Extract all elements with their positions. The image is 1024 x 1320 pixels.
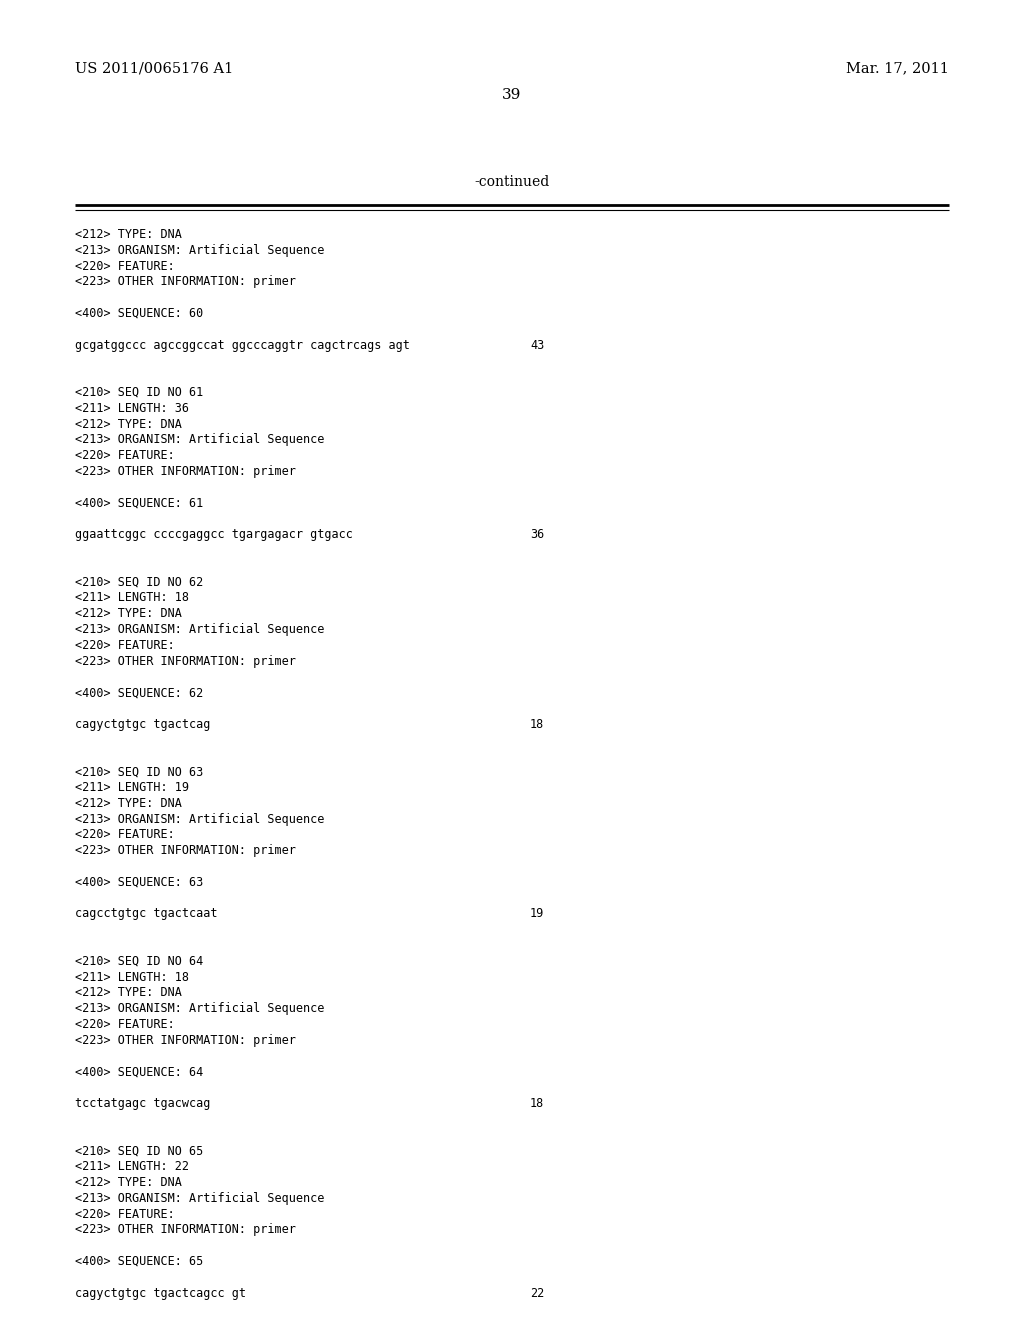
Text: gcgatggccc agccggccat ggcccaggtr cagctrcags agt: gcgatggccc agccggccat ggcccaggtr cagctrc… bbox=[75, 339, 410, 351]
Text: <213> ORGANISM: Artificial Sequence: <213> ORGANISM: Artificial Sequence bbox=[75, 813, 325, 825]
Text: <213> ORGANISM: Artificial Sequence: <213> ORGANISM: Artificial Sequence bbox=[75, 433, 325, 446]
Text: <210> SEQ ID NO 62: <210> SEQ ID NO 62 bbox=[75, 576, 203, 589]
Text: Mar. 17, 2011: Mar. 17, 2011 bbox=[846, 61, 949, 75]
Text: cagcctgtgc tgactcaat: cagcctgtgc tgactcaat bbox=[75, 907, 217, 920]
Text: <210> SEQ ID NO 65: <210> SEQ ID NO 65 bbox=[75, 1144, 203, 1158]
Text: 19: 19 bbox=[530, 907, 544, 920]
Text: <210> SEQ ID NO 61: <210> SEQ ID NO 61 bbox=[75, 385, 203, 399]
Text: <220> FEATURE:: <220> FEATURE: bbox=[75, 260, 175, 273]
Text: <212> TYPE: DNA: <212> TYPE: DNA bbox=[75, 1176, 182, 1189]
Text: <213> ORGANISM: Artificial Sequence: <213> ORGANISM: Artificial Sequence bbox=[75, 1002, 325, 1015]
Text: cagyctgtgc tgactcagcc gt: cagyctgtgc tgactcagcc gt bbox=[75, 1287, 246, 1300]
Text: <220> FEATURE:: <220> FEATURE: bbox=[75, 449, 175, 462]
Text: <211> LENGTH: 36: <211> LENGTH: 36 bbox=[75, 401, 189, 414]
Text: <212> TYPE: DNA: <212> TYPE: DNA bbox=[75, 228, 182, 242]
Text: ggaattcggc ccccgaggcc tgargagacr gtgacc: ggaattcggc ccccgaggcc tgargagacr gtgacc bbox=[75, 528, 353, 541]
Text: <212> TYPE: DNA: <212> TYPE: DNA bbox=[75, 797, 182, 809]
Text: <213> ORGANISM: Artificial Sequence: <213> ORGANISM: Artificial Sequence bbox=[75, 244, 325, 257]
Text: <223> OTHER INFORMATION: primer: <223> OTHER INFORMATION: primer bbox=[75, 1034, 296, 1047]
Text: <223> OTHER INFORMATION: primer: <223> OTHER INFORMATION: primer bbox=[75, 465, 296, 478]
Text: <212> TYPE: DNA: <212> TYPE: DNA bbox=[75, 986, 182, 999]
Text: 36: 36 bbox=[530, 528, 544, 541]
Text: <210> SEQ ID NO 64: <210> SEQ ID NO 64 bbox=[75, 954, 203, 968]
Text: tcctatgagc tgacwcag: tcctatgagc tgacwcag bbox=[75, 1097, 210, 1110]
Text: <220> FEATURE:: <220> FEATURE: bbox=[75, 829, 175, 841]
Text: US 2011/0065176 A1: US 2011/0065176 A1 bbox=[75, 61, 233, 75]
Text: 18: 18 bbox=[530, 718, 544, 731]
Text: <220> FEATURE:: <220> FEATURE: bbox=[75, 639, 175, 652]
Text: <400> SEQUENCE: 62: <400> SEQUENCE: 62 bbox=[75, 686, 203, 700]
Text: <400> SEQUENCE: 63: <400> SEQUENCE: 63 bbox=[75, 875, 203, 888]
Text: <400> SEQUENCE: 65: <400> SEQUENCE: 65 bbox=[75, 1255, 203, 1269]
Text: <212> TYPE: DNA: <212> TYPE: DNA bbox=[75, 417, 182, 430]
Text: -continued: -continued bbox=[474, 176, 550, 189]
Text: <213> ORGANISM: Artificial Sequence: <213> ORGANISM: Artificial Sequence bbox=[75, 1192, 325, 1205]
Text: <211> LENGTH: 18: <211> LENGTH: 18 bbox=[75, 970, 189, 983]
Text: <211> LENGTH: 19: <211> LENGTH: 19 bbox=[75, 781, 189, 795]
Text: <400> SEQUENCE: 61: <400> SEQUENCE: 61 bbox=[75, 496, 203, 510]
Text: <220> FEATURE:: <220> FEATURE: bbox=[75, 1208, 175, 1221]
Text: 18: 18 bbox=[530, 1097, 544, 1110]
Text: <220> FEATURE:: <220> FEATURE: bbox=[75, 1018, 175, 1031]
Text: <223> OTHER INFORMATION: primer: <223> OTHER INFORMATION: primer bbox=[75, 845, 296, 857]
Text: 43: 43 bbox=[530, 339, 544, 351]
Text: <400> SEQUENCE: 64: <400> SEQUENCE: 64 bbox=[75, 1065, 203, 1078]
Text: <213> ORGANISM: Artificial Sequence: <213> ORGANISM: Artificial Sequence bbox=[75, 623, 325, 636]
Text: <212> TYPE: DNA: <212> TYPE: DNA bbox=[75, 607, 182, 620]
Text: <223> OTHER INFORMATION: primer: <223> OTHER INFORMATION: primer bbox=[75, 276, 296, 288]
Text: <211> LENGTH: 18: <211> LENGTH: 18 bbox=[75, 591, 189, 605]
Text: <211> LENGTH: 22: <211> LENGTH: 22 bbox=[75, 1160, 189, 1173]
Text: <400> SEQUENCE: 60: <400> SEQUENCE: 60 bbox=[75, 308, 203, 319]
Text: 22: 22 bbox=[530, 1287, 544, 1300]
Text: cagyctgtgc tgactcag: cagyctgtgc tgactcag bbox=[75, 718, 210, 731]
Text: <223> OTHER INFORMATION: primer: <223> OTHER INFORMATION: primer bbox=[75, 655, 296, 668]
Text: <210> SEQ ID NO 63: <210> SEQ ID NO 63 bbox=[75, 766, 203, 779]
Text: 39: 39 bbox=[503, 88, 521, 102]
Text: <223> OTHER INFORMATION: primer: <223> OTHER INFORMATION: primer bbox=[75, 1224, 296, 1237]
